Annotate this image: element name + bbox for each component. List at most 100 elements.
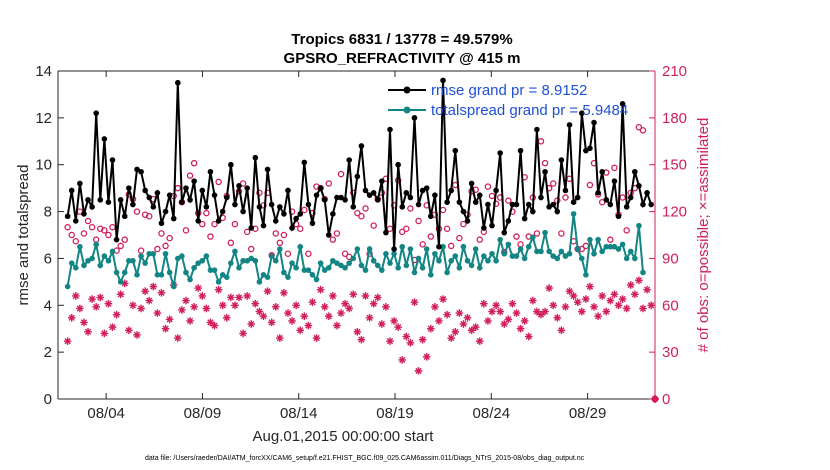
totalspread-point — [472, 246, 479, 252]
totalspread-point — [562, 253, 569, 259]
obs-possible-point — [354, 209, 361, 217]
totalspread-point — [583, 272, 589, 278]
rmse-point — [138, 168, 144, 175]
totalspread-point — [334, 260, 340, 266]
obs-assimilated-point — [500, 320, 509, 328]
rmse-point — [627, 194, 634, 201]
totalspread-point — [203, 253, 210, 259]
rmse-point — [379, 178, 385, 184]
obs-assimilated-point — [174, 334, 182, 342]
y-tick-label-left: 4 — [44, 297, 52, 314]
obs-possible-point — [203, 209, 210, 217]
obs-possible-point — [370, 222, 377, 229]
rmse-point — [256, 204, 263, 210]
obs-possible-point — [427, 233, 435, 240]
totalspread-point — [497, 236, 503, 243]
obs-assimilated-point — [214, 285, 223, 294]
rmse-point — [497, 150, 503, 156]
rmse-point — [346, 157, 352, 163]
obs-assimilated-point — [504, 315, 513, 324]
rmse-point — [476, 192, 483, 198]
rmse-point — [587, 145, 593, 152]
obs-possible-point — [215, 178, 222, 186]
x-tick-label: 08/04 — [87, 405, 125, 422]
rmse-point — [362, 187, 369, 194]
rmse-point — [277, 204, 283, 210]
obs-assimilated-point — [296, 326, 305, 335]
totalspread-point — [277, 246, 283, 252]
obs-assimilated-point — [492, 301, 500, 310]
obs-assimilated-point — [426, 324, 435, 333]
rmse-point — [325, 232, 332, 238]
rmse-point — [383, 229, 389, 236]
obs-assimilated-point — [643, 285, 651, 294]
totalspread-point — [175, 255, 181, 262]
obs-assimilated-point — [349, 290, 358, 299]
rmse-point — [354, 173, 361, 180]
obs-possible-point — [64, 223, 71, 231]
rmse-point — [391, 246, 397, 252]
totalspread-point — [305, 267, 312, 273]
obs-assimilated-point — [63, 337, 72, 346]
totalspread-point — [297, 243, 304, 250]
legend-spread-label: totalspread grand pr = 5.9484 — [431, 102, 628, 119]
obs-possible-point — [137, 247, 145, 254]
rmse-point — [619, 101, 626, 107]
y-tick-label-left: 14 — [35, 63, 52, 80]
totalspread-point — [146, 250, 153, 257]
obs-assimilated-point — [165, 315, 174, 324]
totalspread-point — [362, 267, 369, 273]
obs-assimilated-point — [520, 317, 529, 325]
totalspread-point — [317, 260, 324, 266]
rmse-point — [411, 115, 418, 121]
totalspread-point — [113, 269, 120, 276]
obs-assimilated-point — [263, 287, 272, 296]
totalspread-point — [179, 253, 185, 259]
obs-possible-point — [476, 236, 484, 243]
rmse-point — [228, 161, 234, 168]
totalspread-point — [570, 211, 577, 217]
obs-assimilated-point — [382, 303, 390, 311]
totalspread-point — [370, 257, 377, 264]
totalspread-point — [623, 255, 630, 262]
rmse-point — [603, 197, 610, 203]
rmse-point — [607, 201, 614, 208]
totalspread-point — [374, 262, 381, 269]
rmse-point — [562, 187, 569, 194]
obs-possible-point — [325, 180, 333, 187]
obs-assimilated-point — [133, 331, 141, 339]
totalspread-point — [391, 250, 397, 257]
rmse-point — [272, 218, 279, 224]
rmse-point — [611, 178, 618, 184]
rmse-point — [517, 147, 524, 154]
rmse-point — [472, 199, 479, 205]
y-axis-label-right: # of obs: o=possible; ×=assimilated — [695, 118, 712, 353]
totalspread-point — [195, 260, 202, 266]
obs-possible-point — [80, 230, 88, 237]
obs-assimilated-point — [398, 356, 407, 364]
obs-possible-point — [607, 236, 614, 243]
totalspread-point — [619, 241, 626, 248]
rmse-point — [97, 197, 104, 203]
totalspread-point — [603, 243, 610, 250]
y-tick-label-left: 10 — [35, 157, 52, 174]
totalspread-point — [289, 260, 295, 266]
obs-assimilated-point — [435, 317, 443, 325]
obs-possible-point — [207, 233, 214, 240]
totalspread-point — [517, 246, 524, 252]
obs-possible-point — [105, 231, 112, 239]
rmse-point — [493, 187, 499, 194]
obs-assimilated-point — [439, 295, 447, 303]
obs-possible-point — [337, 170, 345, 178]
obs-possible-point — [513, 233, 520, 240]
totalspread-point — [627, 248, 634, 255]
rmse-point — [374, 197, 381, 203]
obs-possible-point — [84, 217, 92, 225]
totalspread-point — [93, 241, 99, 248]
rmse-point — [68, 187, 75, 194]
obs-possible-point — [407, 205, 414, 212]
rmse-point — [252, 154, 259, 161]
obs-possible-point — [443, 225, 451, 233]
obs-assimilated-point — [112, 310, 121, 319]
